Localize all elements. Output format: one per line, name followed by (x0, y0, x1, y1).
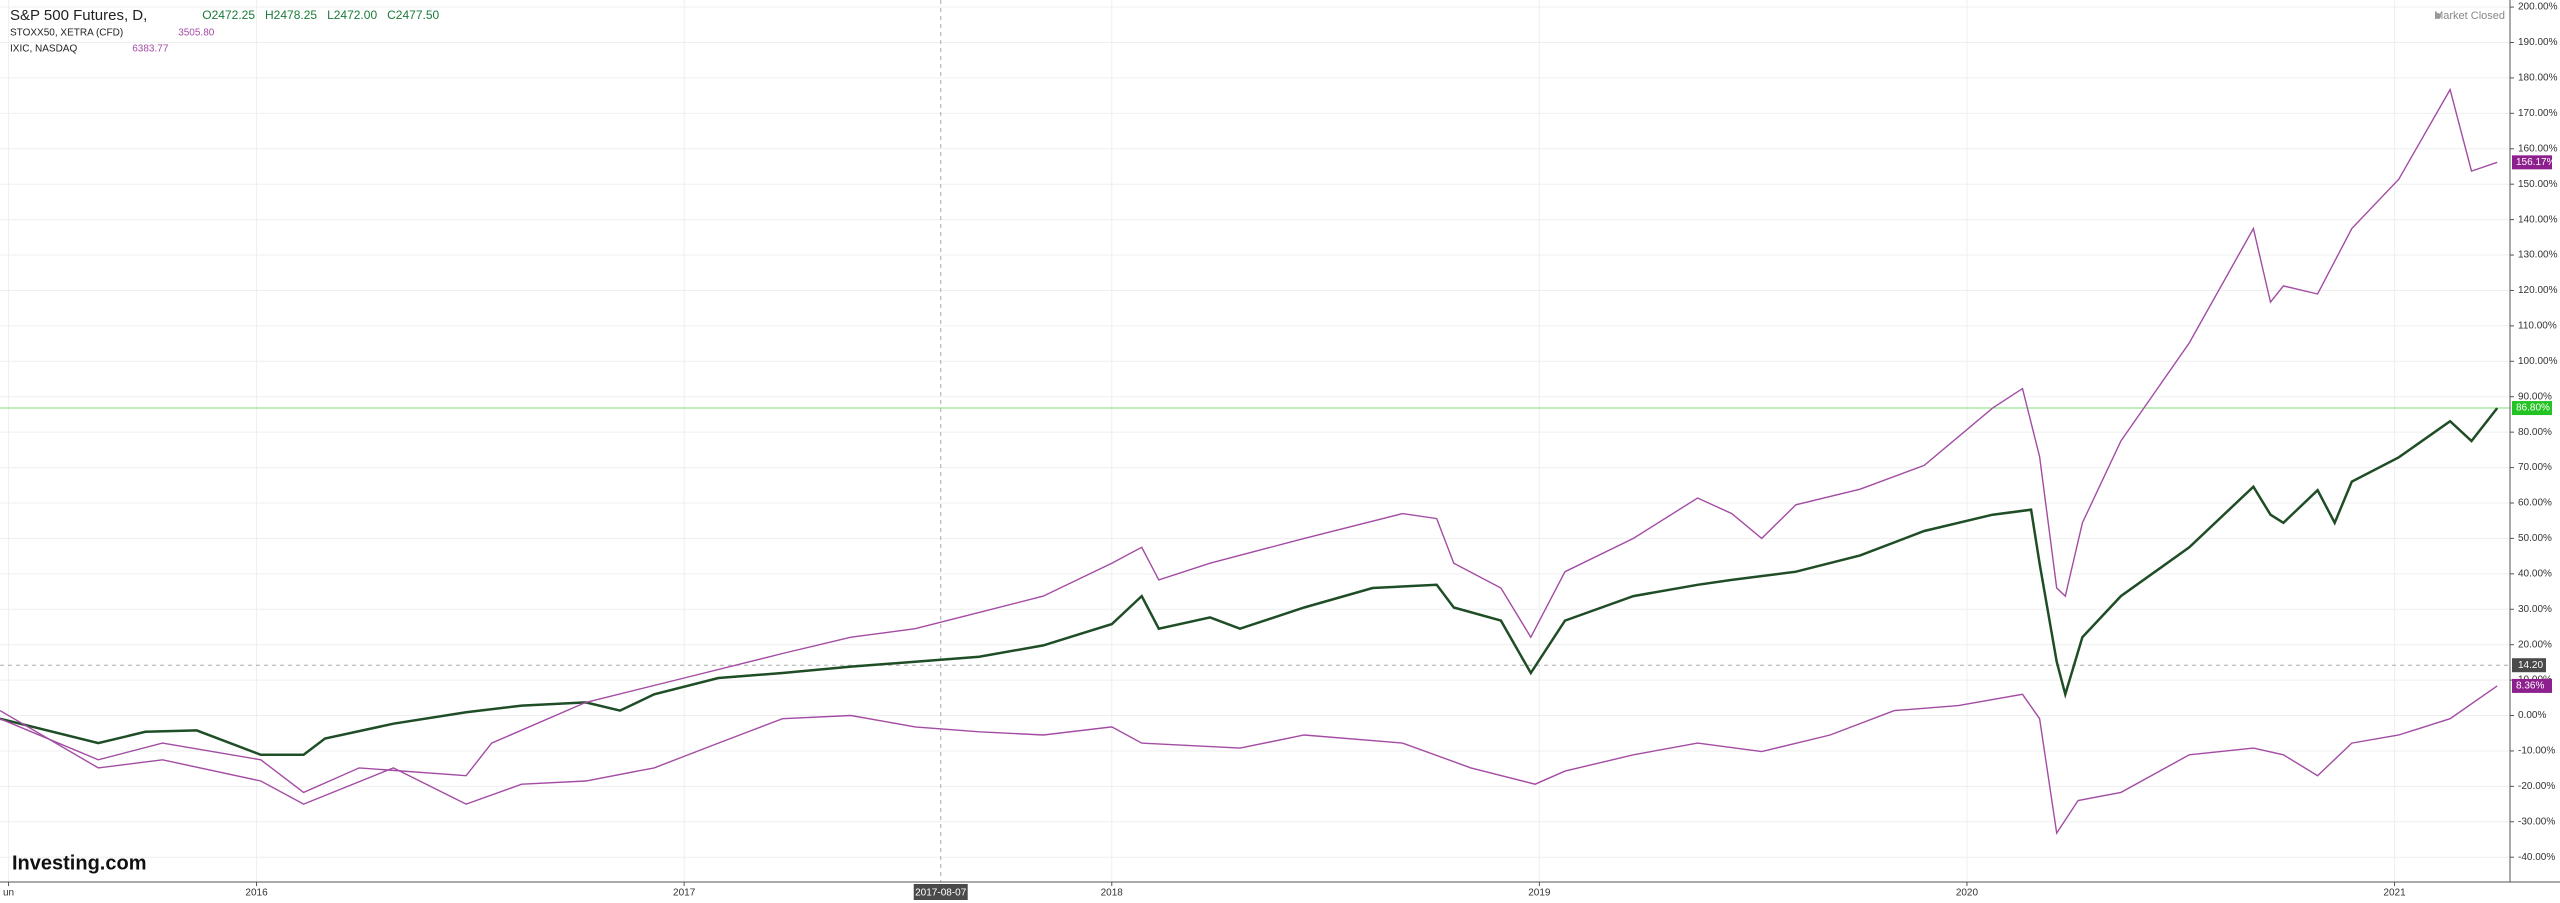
last-value-badge (2512, 678, 2552, 693)
market-status: Market Closed (2434, 10, 2505, 22)
y-tick-label: 150.00% (2518, 179, 2558, 190)
legend-quote: L2472.00 (327, 8, 377, 22)
crosshair-x-label: 2017-08-07 (915, 888, 967, 899)
y-tick-label: 0.00% (2518, 710, 2546, 721)
crosshair-y-label: 14.20 (2518, 660, 2543, 671)
crosshair-y-badge (2512, 658, 2546, 673)
series-line (0, 87, 2498, 794)
last-value-badge (2512, 401, 2552, 416)
last-value-label: 156.17% (2516, 157, 2556, 168)
x-tick-label: 2019 (1528, 888, 1551, 899)
x-tick-label: 2017 (673, 888, 696, 899)
series-line (0, 685, 2498, 836)
legend-name: S&P 500 Futures, D, (10, 7, 147, 24)
legend-quote: O2472.25 (202, 8, 255, 22)
y-tick-label: 180.00% (2518, 73, 2558, 84)
y-tick-label: 120.00% (2518, 285, 2558, 296)
legend: S&P 500 Futures, D, O2472.25 H2478.25 L2472… (10, 7, 439, 55)
x-tick-label: 2018 (1101, 888, 1124, 899)
crosshair-x-badge (913, 884, 968, 900)
plot (0, 87, 2499, 836)
y-tick-label: 140.00% (2518, 214, 2558, 225)
legend-quote: C2477.50 (387, 8, 439, 22)
status-dot (2435, 13, 2441, 19)
y-tick-label: 80.00% (2518, 427, 2552, 438)
series-line (0, 407, 2499, 757)
x-tick-label: 2016 (245, 888, 268, 899)
y-tick-label: -40.00% (2518, 852, 2555, 863)
y-tick-label: 40.00% (2518, 568, 2552, 579)
last-value-label: 86.80% (2516, 403, 2550, 414)
y-tick-label: 90.00% (2518, 391, 2552, 402)
y-tick-label: 100.00% (2518, 356, 2558, 367)
x-tick-label: 2020 (1956, 888, 1979, 899)
y-tick-label: 20.00% (2518, 639, 2552, 650)
y-tick-label: 190.00% (2518, 37, 2558, 48)
y-tick-label: 170.00% (2518, 108, 2558, 119)
y-tick-label: 200.00% (2518, 2, 2558, 13)
legend-quote: H2478.25 (265, 8, 317, 22)
x-tick-label: un (3, 888, 14, 899)
y-tick-label: 30.00% (2518, 604, 2552, 615)
last-value-label: 8.36% (2516, 681, 2544, 692)
grid (0, 0, 2510, 882)
y-tick-label: -10.00% (2518, 746, 2555, 757)
legend-name: STOXX50, XETRA (CFD) (10, 28, 123, 39)
y-tick-label: 110.00% (2518, 321, 2557, 332)
y-tick-label: 60.00% (2518, 498, 2552, 509)
logo: Investing.com (12, 852, 146, 874)
legend-name: IXIC, NASDAQ (10, 44, 77, 55)
y-tick-label: 130.00% (2518, 250, 2558, 261)
last-value-badge (2512, 155, 2552, 170)
y-tick-label: -30.00% (2518, 816, 2555, 827)
y-tick-label: 70.00% (2518, 462, 2552, 473)
legend-quote: 6383.77 (132, 44, 169, 55)
y-tick-label: 50.00% (2518, 533, 2552, 544)
legend-quote: 3505.80 (178, 28, 215, 39)
y-tick-label: -20.00% (2518, 781, 2555, 792)
y-tick-label: 160.00% (2518, 143, 2558, 154)
x-tick-label: 2021 (2383, 888, 2406, 899)
